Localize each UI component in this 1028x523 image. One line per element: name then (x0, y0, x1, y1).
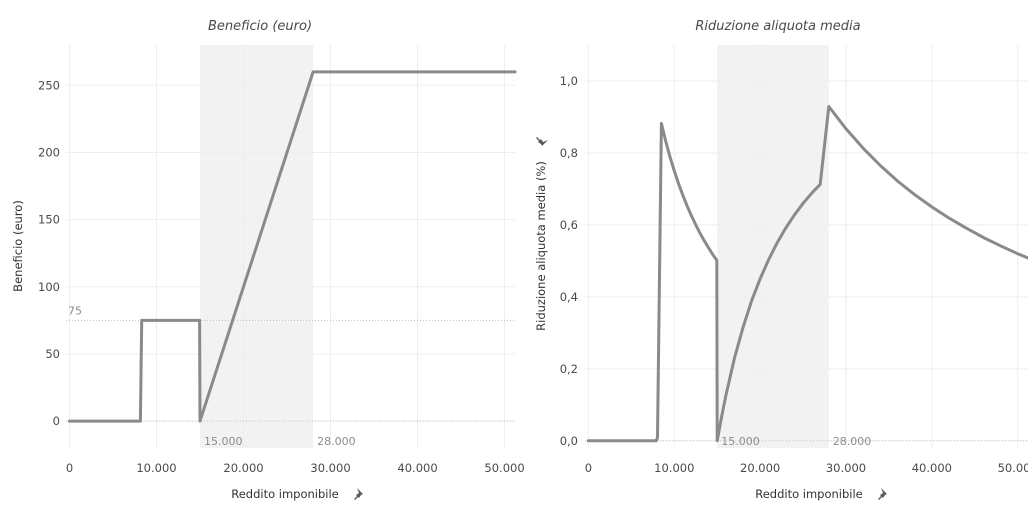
y-tick-label: 250 (38, 78, 60, 92)
x-tick-label: 20.000 (223, 461, 263, 475)
band-edge-label: 28.000 (317, 435, 356, 448)
x-tick-label: 30.000 (826, 461, 866, 475)
y-axis-label: Riduzione aliquota media (%) (534, 161, 548, 331)
x-axis-label: Reddito imponibile (231, 487, 339, 501)
x-axis-label: Reddito imponibile (755, 487, 863, 501)
y-tick-label: 0,2 (560, 362, 578, 376)
pin-icon[interactable] (878, 488, 887, 500)
y-tick-label: 50 (45, 347, 60, 361)
chart-title: Beneficio (euro) (208, 19, 312, 34)
x-tick-label: 50.000 (998, 461, 1028, 475)
y-tick-label: 0,8 (560, 146, 578, 160)
rate-chart: 15.000 28.000 0,0 0,2 0,4 0,6 0,8 1,0 0 10.000 2… (534, 19, 1028, 501)
x-tick-label: 40.000 (397, 461, 437, 475)
band-edge-label: 28.000 (833, 435, 872, 448)
highlight-band (717, 45, 829, 448)
x-tick-label: 40.000 (912, 461, 952, 475)
x-tick-label: 0 (585, 461, 592, 475)
chart-title: Riduzione aliquota media (695, 19, 860, 34)
x-tick-label: 0 (66, 461, 73, 475)
x-tick-label: 10.000 (136, 461, 176, 475)
y-tick-label: 200 (38, 145, 60, 159)
y-tick-label: 100 (38, 280, 60, 294)
y-tick-label: 0,6 (560, 218, 578, 232)
series-line (586, 105, 1028, 443)
y-tick-label: 0,0 (560, 434, 578, 448)
series-line (68, 70, 517, 423)
benefit-chart: 75 15.000 28.000 0 50 100 150 200 250 0 10.000 20… (11, 19, 525, 501)
x-tick-label: 50.000 (484, 461, 524, 475)
band-edge-label: 15.000 (204, 435, 243, 448)
y-tick-label: 150 (38, 213, 60, 227)
reference-line-label: 75 (68, 304, 82, 317)
y-tick-label: 1,0 (560, 74, 578, 88)
y-tick-label: 0,4 (560, 290, 578, 304)
pin-icon[interactable] (536, 137, 548, 146)
band-edge-label: 15.000 (721, 435, 760, 448)
x-tick-label: 10.000 (654, 461, 694, 475)
y-tick-label: 0 (53, 414, 60, 428)
pin-icon[interactable] (354, 488, 363, 500)
x-tick-label: 30.000 (310, 461, 350, 475)
x-tick-label: 20.000 (740, 461, 780, 475)
y-axis-label: Beneficio (euro) (11, 200, 25, 292)
